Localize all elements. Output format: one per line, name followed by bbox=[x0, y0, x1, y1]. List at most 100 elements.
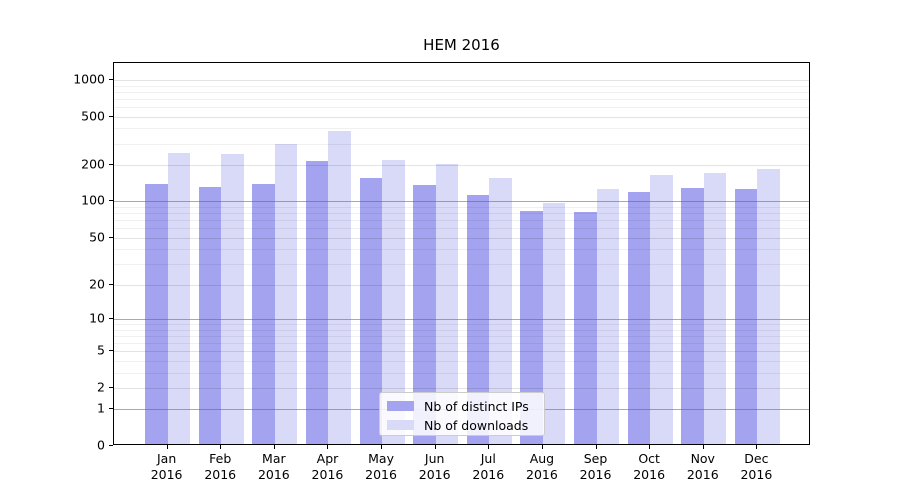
x-tick-year: 2016 bbox=[365, 467, 397, 482]
y-tick-label: 100 bbox=[81, 192, 105, 208]
x-tick-label: Feb 2016 bbox=[193, 451, 247, 483]
bar-ips-jan bbox=[145, 184, 168, 444]
y-tick-mark bbox=[109, 408, 113, 410]
legend-label-distinct-ips: Nb of distinct IPs bbox=[424, 398, 529, 414]
x-tick-month: Jan bbox=[156, 451, 177, 466]
y-tick-mark bbox=[109, 236, 113, 238]
y-tick-mark bbox=[109, 78, 113, 80]
bar-downloads-oct bbox=[650, 174, 673, 444]
gridline-minor bbox=[114, 335, 809, 337]
y-tick-label: 50 bbox=[89, 229, 105, 245]
x-tick-mark bbox=[273, 445, 275, 449]
gridline bbox=[114, 237, 809, 239]
bar-downloads-aug bbox=[542, 202, 566, 444]
y-tick-label: 1000 bbox=[73, 71, 105, 87]
x-tick-mark bbox=[166, 445, 168, 449]
bar-ips-nov bbox=[681, 187, 704, 444]
bar-ips-aug bbox=[520, 211, 543, 444]
x-tick-year: 2016 bbox=[204, 467, 237, 482]
y-tick-mark bbox=[109, 350, 113, 352]
y-tick-mark bbox=[109, 386, 113, 388]
x-tick-mark bbox=[488, 445, 490, 449]
bar-ips-dec bbox=[734, 188, 758, 444]
x-tick-month: Apr bbox=[316, 451, 339, 466]
gridline bbox=[114, 79, 809, 81]
y-tick-label: 500 bbox=[81, 108, 105, 124]
gridline-minor bbox=[114, 360, 809, 362]
x-tick-month: Mar bbox=[262, 451, 286, 466]
bar-ips-feb bbox=[198, 187, 222, 444]
x-tick-label: Sep 2016 bbox=[569, 451, 623, 483]
legend-swatch-distinct-ips bbox=[387, 401, 414, 411]
legend-item-distinct-ips: Nb of distinct IPs bbox=[387, 397, 544, 415]
x-tick-year: 2016 bbox=[526, 467, 558, 482]
bar-downloads-may bbox=[382, 159, 405, 444]
x-tick-label: Dec 2016 bbox=[729, 451, 783, 483]
x-tick-label: Mar 2016 bbox=[247, 451, 301, 483]
x-tick-mark bbox=[649, 445, 651, 449]
y-tick-mark bbox=[109, 445, 113, 446]
y-tick-label: 2 bbox=[97, 379, 105, 395]
gridline-minor bbox=[114, 98, 809, 100]
bar-ips-apr bbox=[305, 161, 329, 444]
bar-downloads-sep bbox=[596, 189, 620, 444]
bar-downloads-jun bbox=[435, 163, 459, 444]
x-tick-month: Oct bbox=[638, 451, 660, 466]
y-tick-label: 20 bbox=[89, 276, 105, 292]
x-tick-label: Jan 2016 bbox=[140, 451, 194, 483]
x-tick-month: Nov bbox=[690, 451, 715, 466]
x-tick-mark bbox=[702, 445, 704, 449]
x-tick-label: Aug 2016 bbox=[515, 451, 569, 483]
x-tick-year: 2016 bbox=[418, 467, 451, 482]
y-tick-label: 10 bbox=[89, 310, 105, 326]
gridline bbox=[114, 351, 809, 353]
gridline-minor bbox=[114, 264, 809, 266]
x-tick-mark bbox=[541, 445, 543, 449]
y-tick-label: 0 bbox=[97, 437, 105, 453]
x-tick-mark bbox=[327, 445, 329, 449]
gridline-minor bbox=[114, 143, 809, 145]
y-tick-label: 5 bbox=[97, 342, 105, 358]
x-tick-year: 2016 bbox=[686, 467, 719, 482]
x-tick-year: 2016 bbox=[579, 467, 612, 482]
x-tick-label: May 2016 bbox=[354, 451, 408, 483]
x-tick-mark bbox=[381, 445, 383, 449]
x-tick-mark bbox=[595, 445, 597, 449]
x-tick-month: Aug bbox=[529, 451, 555, 466]
gridline-minor bbox=[114, 85, 809, 87]
gridline-minor bbox=[114, 91, 809, 93]
x-tick-label: Jun 2016 bbox=[408, 451, 462, 483]
y-tick-mark bbox=[109, 115, 113, 117]
bar-ips-jun bbox=[413, 184, 436, 444]
x-tick-year: 2016 bbox=[740, 467, 773, 482]
bar-ips-mar bbox=[252, 184, 275, 444]
gridline-minor bbox=[114, 228, 809, 230]
gridline-minor bbox=[114, 329, 809, 331]
gridline-minor bbox=[114, 342, 809, 344]
bar-downloads-dec bbox=[757, 169, 780, 444]
gridline bbox=[114, 387, 809, 389]
x-tick-mark bbox=[220, 445, 222, 449]
y-tick-mark bbox=[109, 164, 113, 166]
x-tick-year: 2016 bbox=[633, 467, 666, 482]
x-tick-year: 2016 bbox=[257, 467, 290, 482]
legend-label-downloads: Nb of downloads bbox=[424, 417, 529, 433]
y-tick-mark bbox=[109, 283, 113, 285]
gridline-minor bbox=[114, 128, 809, 130]
y-tick-label: 200 bbox=[81, 156, 105, 172]
x-tick-month: Sep bbox=[583, 451, 608, 466]
x-tick-label: Nov 2016 bbox=[676, 451, 730, 483]
gridline-minor bbox=[114, 249, 809, 251]
bar-ips-oct bbox=[627, 192, 651, 444]
gridline bbox=[114, 201, 809, 203]
gridline-minor bbox=[114, 220, 809, 222]
gridline bbox=[114, 284, 809, 286]
bar-ips-sep bbox=[574, 211, 597, 444]
bar-downloads-nov bbox=[703, 173, 727, 444]
x-tick-mark bbox=[756, 445, 758, 449]
x-tick-label: Apr 2016 bbox=[300, 451, 354, 483]
legend-swatch-downloads bbox=[387, 420, 414, 430]
x-tick-label: Jul 2016 bbox=[461, 451, 515, 483]
chart-title: HEM 2016 bbox=[423, 36, 500, 54]
